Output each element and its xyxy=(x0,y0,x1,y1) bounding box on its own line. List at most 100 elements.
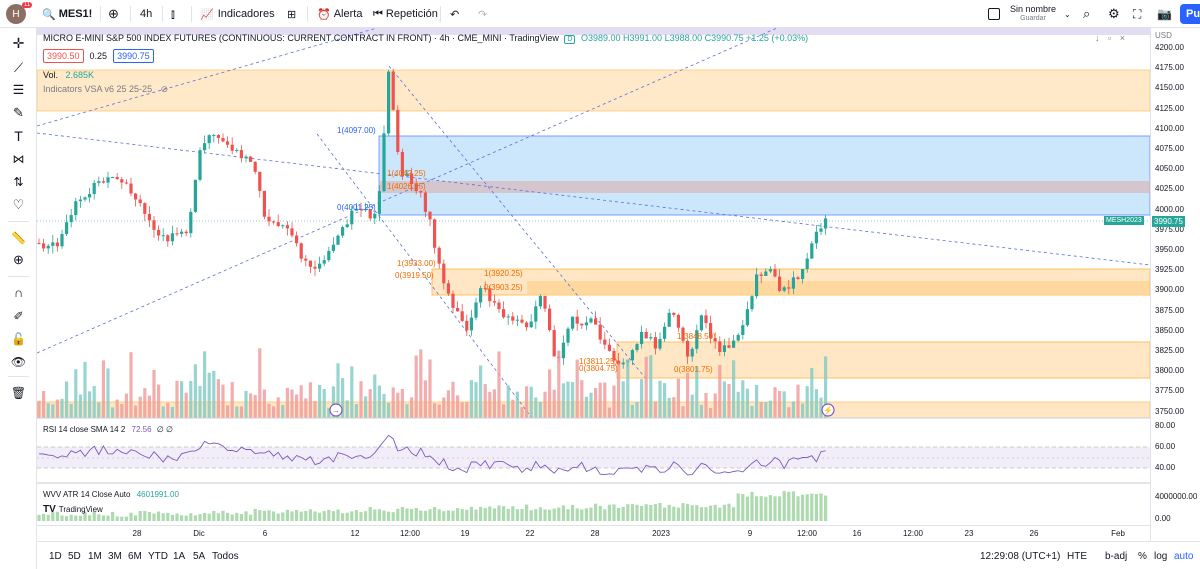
undo-icon: ↶ xyxy=(450,8,460,21)
replay-label: Repetición xyxy=(385,8,438,20)
bottom-toolbar: 1D 5D 1M 3M 6M YTD 1A 5A Todos 12:29:08 (UTC+1) … xyxy=(37,541,1200,569)
bid-price[interactable]: 3990.50 xyxy=(43,49,84,63)
stay-drawing-tool[interactable]: ✐ xyxy=(9,306,28,325)
eye-off-icon[interactable]: ⊘ xyxy=(160,84,169,94)
close-pane-icon[interactable]: × xyxy=(1119,33,1125,43)
search-button[interactable]: ⌕ xyxy=(1083,0,1090,28)
range-button[interactable]: 1D xyxy=(49,550,62,562)
pattern-tool[interactable]: ⋈ xyxy=(9,149,28,168)
replay-marker[interactable] xyxy=(329,403,343,417)
fullscreen-icon: ⛶ xyxy=(1133,6,1142,21)
crosshair-tool[interactable]: ✛ xyxy=(9,34,28,53)
price-tick: 4200.00 xyxy=(1155,43,1184,52)
maximize-icon[interactable]: ▫ xyxy=(1108,33,1112,43)
redo-button[interactable]: ↷ xyxy=(478,0,487,28)
rsi-tick: 60.00 xyxy=(1155,442,1176,451)
currency-label[interactable]: USD xyxy=(1155,31,1172,40)
favorites-tool[interactable]: ♡ xyxy=(9,195,28,214)
text-tool[interactable]: T xyxy=(9,126,28,145)
symbol-label: MES1! xyxy=(58,8,93,20)
arrow-down-icon[interactable]: ↓ xyxy=(1095,33,1100,43)
session-button[interactable]: HTE xyxy=(1067,550,1087,562)
prediction-tool[interactable]: ⇅ xyxy=(9,172,28,191)
fib-label: 1(3811.25) xyxy=(579,357,618,366)
demand-zone-3 xyxy=(616,341,1150,379)
user-avatar[interactable]: H 11 xyxy=(6,0,33,28)
volume-legend: Vol. 2.685K xyxy=(43,70,94,80)
fib-tool[interactable]: ☰ xyxy=(9,80,28,99)
lock-icon: 🔓 xyxy=(11,331,26,346)
fib-label: 0(3804.75) xyxy=(579,364,618,373)
layout-menu[interactable]: Sin nombre Guardar ⌄ xyxy=(988,0,1071,28)
fullscreen-button[interactable]: ⛶ xyxy=(1133,0,1141,28)
symbol-search[interactable]: 🔍 MES1! xyxy=(42,0,92,28)
range-button[interactable]: 3M xyxy=(108,550,122,562)
chart-area[interactable]: → ⚡ MICRO E-MINI S&P 500 INDEX FUTURES (… xyxy=(37,28,1150,541)
chart-canvas[interactable]: → ⚡ xyxy=(37,28,1150,541)
range-button[interactable]: 6M xyxy=(128,550,142,562)
fib-label: 0(3919.50) xyxy=(395,271,434,280)
log-button[interactable]: log xyxy=(1154,550,1168,562)
range-button[interactable]: Todos xyxy=(212,550,239,562)
fib-zone-blue xyxy=(378,135,1150,216)
time-tick: 22 xyxy=(525,529,535,538)
templates-button[interactable]: ⊞ xyxy=(287,0,296,28)
remove-tool[interactable]: 🗑 xyxy=(9,383,28,402)
event-marker[interactable] xyxy=(821,403,835,417)
replay-icon: ⏮ xyxy=(373,7,383,20)
snapshot-button[interactable]: 📷 xyxy=(1157,0,1172,28)
compare-button[interactable]: ⊕ xyxy=(108,0,119,28)
zoom-tool[interactable]: ⊕ xyxy=(9,250,28,269)
time-axis[interactable]: 28 Dic 6 12 12:00 19 22 28 2023 9 12:00 16 12:00 23 26… xyxy=(37,525,1150,541)
pane-controls: ↓ ▫ × xyxy=(1095,33,1125,43)
price-tick: 4025.00 xyxy=(1155,184,1184,194)
clock[interactable]: 12:29:08 (UTC+1) xyxy=(980,550,1061,562)
plus-circle-icon: ⊕ xyxy=(108,6,119,21)
publish-label: Pu xyxy=(1180,4,1200,24)
range-button[interactable]: 5A xyxy=(193,550,206,562)
undo-button[interactable]: ↶ xyxy=(450,0,459,28)
replay-button[interactable]: ⏮ Repetición xyxy=(373,0,438,28)
trendline-channel-1 xyxy=(316,133,533,418)
range-button[interactable]: 5D xyxy=(68,550,81,562)
fib-label: 1(3933.00) xyxy=(397,259,436,268)
vsa-label: Indicators VSA v6 25 25-25 xyxy=(43,84,153,94)
magnet-tool[interactable]: ∩ xyxy=(9,283,28,302)
price-tick: 4150.00 xyxy=(1155,83,1184,93)
hide-tool[interactable]: 👁 xyxy=(9,352,28,371)
trendline-up xyxy=(37,28,778,354)
measure-tool[interactable]: 📏 xyxy=(9,228,28,247)
trendline-icon: ⟋ xyxy=(13,59,24,75)
percent-button[interactable]: % xyxy=(1138,550,1147,562)
arrow-right-icon: → xyxy=(332,406,340,415)
range-button[interactable]: YTD xyxy=(148,550,168,562)
trendline-tool[interactable]: ⟋ xyxy=(9,58,28,77)
range-button[interactable]: 1A xyxy=(173,550,186,562)
pencil-lock-icon: ✐ xyxy=(13,308,24,323)
time-tick: 26 xyxy=(1029,529,1039,538)
trendline-channel-2 xyxy=(388,65,648,381)
rsi-tick: 40.00 xyxy=(1155,463,1176,472)
chart-type-button[interactable]: ⫾ xyxy=(171,0,175,28)
range-button[interactable]: 1M xyxy=(88,550,102,562)
publish-button[interactable]: Pu xyxy=(1180,0,1200,28)
chart-legend: MICRO E-MINI S&P 500 INDEX FUTURES (CONT… xyxy=(43,33,808,44)
ask-price[interactable]: 3990.75 xyxy=(113,49,154,63)
indicators-button[interactable]: 📈 Indicadores xyxy=(200,0,275,28)
alarm-icon: ⏰ xyxy=(317,8,331,21)
fib-label: 1(4097.00) xyxy=(337,126,376,135)
trash-icon: 🗑 xyxy=(10,385,27,400)
adjust-button[interactable]: b-adj xyxy=(1105,550,1128,562)
alert-button[interactable]: ⏰ Alerta xyxy=(317,0,362,28)
lock-tool[interactable]: 🔓 xyxy=(9,329,28,348)
volume-layer xyxy=(37,348,828,418)
auto-button[interactable]: auto xyxy=(1174,550,1194,562)
price-axis[interactable]: USD 4200.00 4175.00 4150.00 4125.00 4100.00 4… xyxy=(1104,28,1200,541)
tradingview-logo[interactable]: TV TradingView xyxy=(43,504,103,515)
fib-label: 1(4026.75) xyxy=(387,182,426,191)
time-tick: 16 xyxy=(852,529,862,538)
wvv-tick: 4000000.00 xyxy=(1155,492,1198,501)
brush-tool[interactable]: ✎ xyxy=(9,103,28,122)
interval-button[interactable]: 4h xyxy=(140,0,152,28)
settings-button[interactable]: ⚙ xyxy=(1108,0,1120,28)
